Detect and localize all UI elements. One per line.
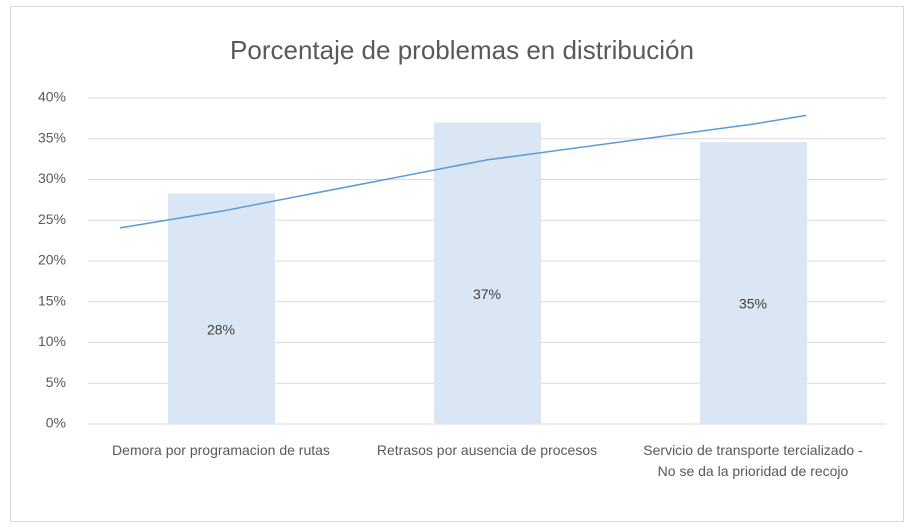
data-label: 37%	[473, 286, 501, 302]
data-label: 35%	[739, 296, 767, 312]
bar	[700, 142, 807, 424]
y-tick-label: 15%	[38, 292, 66, 308]
y-tick-label: 5%	[46, 374, 66, 390]
chart-title: Porcentaje de problemas en distribución	[230, 35, 694, 65]
bar	[168, 193, 275, 424]
x-tick-label: Servicio de transporte tercializado - No…	[643, 442, 863, 479]
bar	[434, 122, 541, 424]
y-tick-label: 40%	[38, 89, 66, 105]
y-tick-label: 20%	[38, 252, 66, 268]
y-tick-label: 0%	[46, 415, 66, 431]
x-tick-label: Retrasos por ausencia de procesos	[376, 442, 598, 458]
trendline	[119, 114, 807, 229]
y-tick-label: 35%	[38, 129, 66, 145]
data-label: 28%	[207, 321, 235, 337]
y-tick-label: 10%	[38, 333, 66, 349]
y-tick-label: 25%	[38, 211, 66, 227]
y-tick-label: 30%	[38, 170, 66, 186]
x-tick-label: Demora por programacion de rutas	[112, 442, 330, 458]
